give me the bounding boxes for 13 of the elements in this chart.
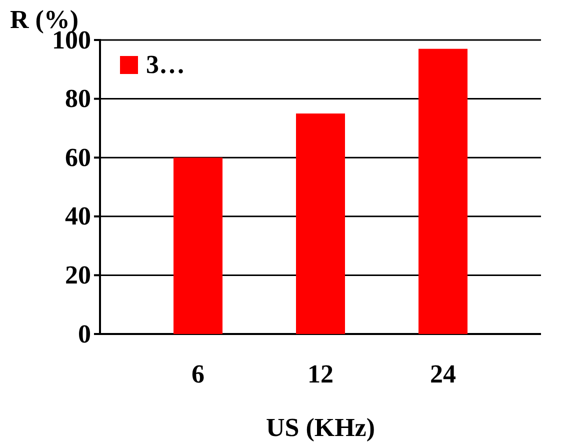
bar (418, 48, 468, 334)
bar (174, 158, 222, 334)
y-tick-label: 20 (65, 260, 91, 290)
x-tick-label: 24 (430, 359, 456, 388)
y-tick-label: 40 (65, 202, 91, 231)
x-tick-label: 6 (192, 359, 204, 388)
y-tick-label: 60 (65, 142, 91, 172)
x-axis-title: US (KHz) (266, 413, 376, 442)
x-tick-label: 12 (308, 359, 334, 388)
bar (296, 114, 345, 334)
y-tick-label: 0 (78, 319, 91, 348)
y-tick-label: 80 (65, 84, 91, 114)
legend-label: 3… (146, 50, 185, 79)
